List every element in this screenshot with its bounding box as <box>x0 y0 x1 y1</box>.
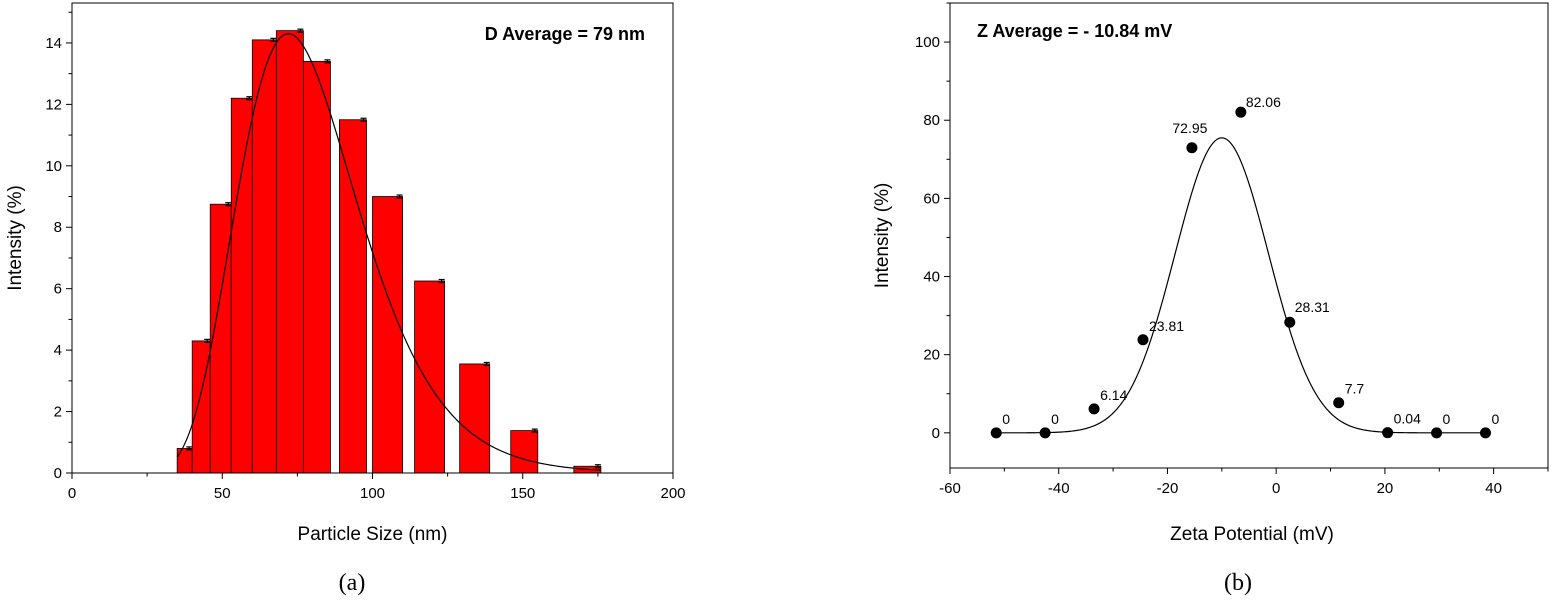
y-axis-label: Intensity (%) <box>5 185 26 291</box>
y-tick-label: 20 <box>923 347 940 364</box>
data-point <box>1186 142 1198 154</box>
x-tick-label: 40 <box>1485 480 1502 497</box>
axis-ticks: -60 -40 -20 0 20 40 0 20 40 60 80 100 <box>915 2 1549 497</box>
x-tick-label: -20 <box>1157 480 1179 497</box>
y-tick-label: 8 <box>54 219 62 236</box>
x-tick-label: -60 <box>939 480 961 497</box>
bar <box>251 39 277 474</box>
data-label: 0 <box>1051 411 1059 427</box>
fit-curve <box>176 33 601 471</box>
y-tick-label: 0 <box>54 465 62 482</box>
x-axis-label: Particle Size (nm) <box>298 524 448 545</box>
fit-curve <box>996 137 1486 434</box>
data-point <box>1039 427 1051 439</box>
bar <box>459 363 491 474</box>
data-label: 0.04 <box>1394 411 1421 427</box>
y-tick-label: 60 <box>923 190 940 207</box>
data-label: 82.06 <box>1246 94 1281 110</box>
z-average-annotation: Z Average = - 10.84 mV <box>977 21 1172 41</box>
x-axis-label: Zeta Potential (mV) <box>1170 524 1334 545</box>
bar-series <box>176 30 602 474</box>
y-tick-label: 80 <box>923 112 940 129</box>
data-label: 0 <box>1002 411 1010 427</box>
data-point <box>1284 316 1296 328</box>
y-tick-label: 100 <box>915 34 940 51</box>
y-axis-label: Intensity (%) <box>872 183 893 289</box>
error-bar-series <box>186 28 601 469</box>
y-tick-label: 10 <box>45 158 62 175</box>
bar <box>339 119 367 474</box>
d-average-annotation: D Average = 79 nm <box>485 24 645 44</box>
data-point <box>1333 397 1345 409</box>
data-label: 28.31 <box>1295 299 1330 315</box>
chart-particle-size: 0 50 100 150 200 0 2 4 6 8 10 12 14 D Average = 79 n… <box>5 2 686 596</box>
bar <box>209 203 232 474</box>
x-tick-label: 0 <box>1272 480 1280 497</box>
data-labels: 0 0 6.14 23.81 72.95 82.06 28.31 7.7 0.04 0 0 <box>1002 94 1499 427</box>
x-tick-label: 0 <box>68 485 76 502</box>
data-label: 0 <box>1491 411 1499 427</box>
data-label: 6.14 <box>1100 387 1127 403</box>
bar <box>302 60 331 474</box>
y-tick-label: 6 <box>54 281 62 298</box>
axis-ticks: 0 50 100 150 200 0 2 4 6 8 10 12 14 <box>45 11 686 502</box>
panel-label-a: (a) <box>339 570 366 596</box>
data-label: 23.81 <box>1149 318 1184 334</box>
data-point <box>990 427 1002 439</box>
y-tick-label: 4 <box>54 342 62 359</box>
data-label: 7.7 <box>1345 381 1365 397</box>
data-point <box>1235 106 1247 118</box>
y-tick-label: 14 <box>45 35 62 52</box>
x-tick-label: 200 <box>660 485 685 502</box>
x-tick-label: 150 <box>510 485 535 502</box>
x-tick-label: 100 <box>360 485 385 502</box>
y-tick-label: 12 <box>45 96 62 113</box>
bar <box>414 280 446 474</box>
panel-label-b: (b) <box>1224 570 1252 596</box>
scatter-series <box>990 106 1491 439</box>
x-tick-label: 20 <box>1377 480 1394 497</box>
bar <box>191 340 211 474</box>
bar <box>176 448 193 474</box>
data-point <box>1431 427 1443 439</box>
bar <box>275 30 304 474</box>
x-tick-label: 50 <box>214 485 231 502</box>
data-point <box>1137 334 1149 346</box>
data-label: 0 <box>1443 411 1451 427</box>
data-point <box>1479 427 1491 439</box>
y-tick-label: 2 <box>54 404 62 421</box>
plot-frame <box>949 2 1549 469</box>
bar <box>230 97 253 474</box>
y-tick-label: 0 <box>932 425 940 442</box>
data-point <box>1088 403 1100 415</box>
x-tick-label: -40 <box>1048 480 1070 497</box>
data-label: 72.95 <box>1172 120 1207 136</box>
data-point <box>1382 427 1394 439</box>
bar <box>510 430 539 474</box>
y-tick-label: 40 <box>923 269 940 286</box>
bar <box>372 196 403 474</box>
